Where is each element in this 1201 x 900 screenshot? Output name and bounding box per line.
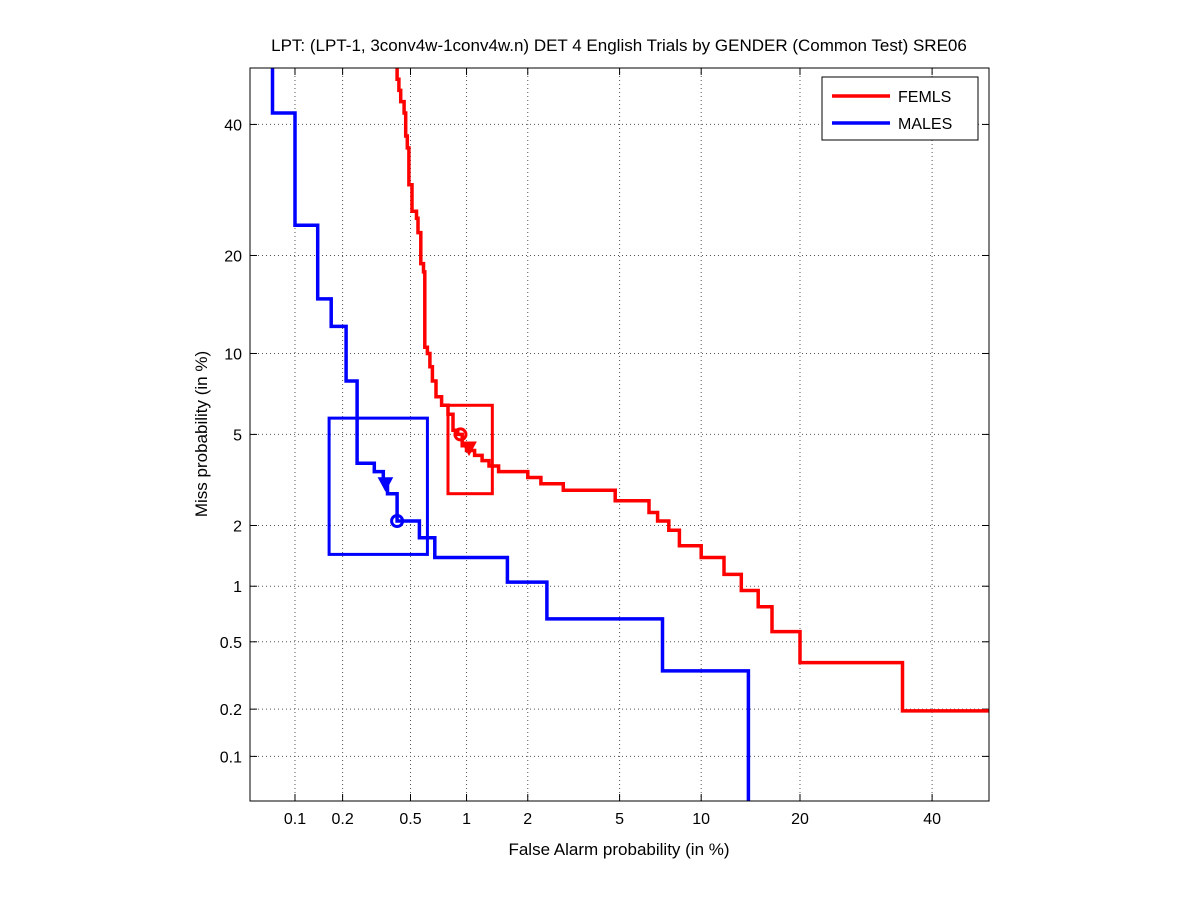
x-tick-label: 40 (923, 811, 941, 828)
y-tick-label: 40 (224, 117, 242, 134)
actual-decision-marker-males (377, 477, 394, 492)
y-axis-ticks: 0.1 0.2 0.5 1 2 5 10 20 40 (220, 117, 989, 766)
chart-title: LPT: (LPT-1, 3conv4w-1conv4w.n) DET 4 En… (271, 36, 967, 55)
x-tick-label: 0.5 (399, 811, 421, 828)
x-tick-label: 5 (615, 811, 624, 828)
legend-label-femls: FEMLS (898, 89, 951, 106)
y-tick-label: 1 (233, 579, 242, 596)
plot-frame (249, 67, 990, 802)
y-tick-label: 20 (224, 248, 242, 265)
y-tick-label: 10 (224, 346, 242, 363)
det-curve-femls (395, 68, 989, 713)
legend: FEMLS MALES (821, 76, 979, 141)
x-axis-ticks: 0.1 0.2 0.5 1 2 5 10 20 40 (284, 68, 941, 828)
x-tick-label: 1 (462, 811, 471, 828)
x-tick-label: 0.2 (331, 811, 353, 828)
confidence-box-males (327, 416, 429, 556)
y-tick-label: 0.2 (220, 702, 242, 719)
grid (250, 68, 989, 801)
y-tick-label: 0.1 (220, 749, 242, 766)
x-tick-label: 20 (791, 811, 809, 828)
y-tick-label: 0.5 (220, 635, 242, 652)
min-dcf-marker-males (390, 513, 405, 528)
y-tick-label: 5 (233, 427, 242, 444)
series-femls (395, 68, 989, 713)
legend-label-males: MALES (898, 116, 952, 133)
series-layer (270, 68, 989, 801)
x-tick-label: 0.1 (284, 811, 306, 828)
x-tick-label: 2 (523, 811, 532, 828)
confidence-box-femls (446, 403, 494, 496)
series-males (270, 68, 751, 801)
x-tick-label: 10 (692, 811, 710, 828)
y-tick-label: 2 (233, 518, 242, 535)
x-axis-label: False Alarm probability (in %) (508, 840, 729, 859)
min-dcf-marker-femls (453, 427, 468, 442)
legend-box (821, 76, 979, 141)
actual-decision-marker-femls (461, 441, 477, 457)
y-axis-label: Miss probability (in %) (192, 351, 211, 517)
